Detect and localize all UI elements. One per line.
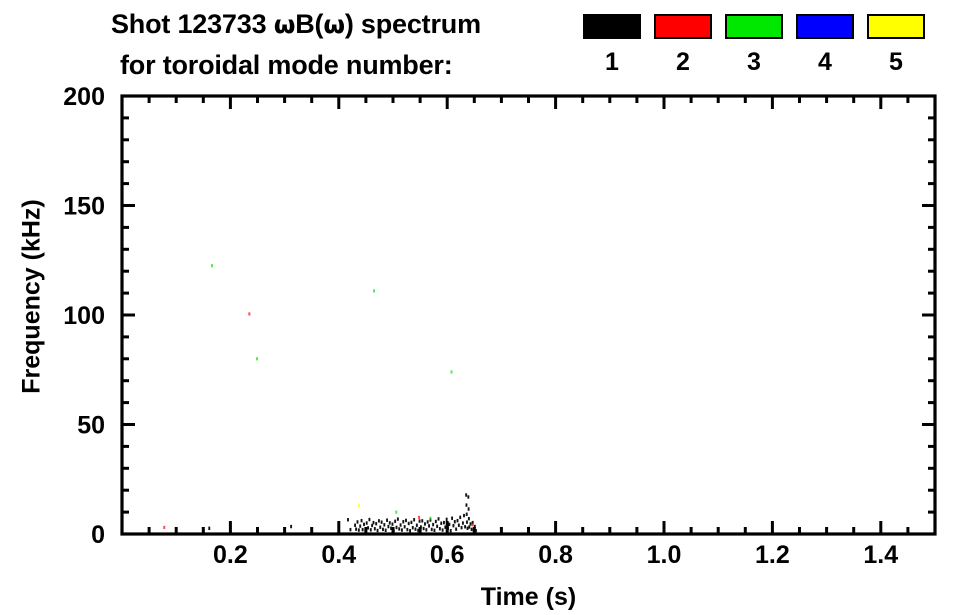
figure-title-line-1: Shot 123733 ωB(ω) spectrum xyxy=(111,9,481,40)
legend-entry-3[interactable]: 3 xyxy=(725,14,785,90)
figure-title-line-2: for toroidal mode number: xyxy=(120,50,453,80)
svg-text:0.4: 0.4 xyxy=(321,541,356,569)
svg-text:1.2: 1.2 xyxy=(755,541,790,569)
legend-entry-4[interactable]: 4 xyxy=(796,14,856,90)
title-mid: B( xyxy=(295,9,324,39)
data-points xyxy=(163,264,477,533)
axis-ticks xyxy=(120,94,937,536)
x-axis-label: Time (s) xyxy=(480,583,577,611)
svg-text:1.0: 1.0 xyxy=(647,541,682,569)
legend-swatch-mode-4 xyxy=(796,14,854,39)
svg-text:150: 150 xyxy=(63,193,105,221)
legend-entry-5[interactable]: 5 xyxy=(867,14,927,90)
legend-label-mode-3: 3 xyxy=(747,48,761,76)
omega-symbol-1: ω xyxy=(273,10,296,39)
svg-text:0.8: 0.8 xyxy=(538,541,573,569)
legend-label-mode-2: 2 xyxy=(676,48,690,76)
svg-text:50: 50 xyxy=(77,412,105,440)
legend-swatch-mode-3 xyxy=(725,14,783,39)
svg-text:100: 100 xyxy=(63,302,105,330)
legend-label-mode-1: 1 xyxy=(605,48,619,76)
legend-label-mode-4: 4 xyxy=(818,48,832,76)
svg-text:0: 0 xyxy=(91,521,105,549)
axis-tick-labels: 0.2 0.4 0.6 0.8 1.0 1.2 1.4 0 50 100 150 200 xyxy=(63,83,898,569)
svg-text:200: 200 xyxy=(63,83,105,111)
omega-symbol-2: ω xyxy=(323,10,345,39)
svg-text:0.2: 0.2 xyxy=(213,541,248,569)
legend-label-mode-5: 5 xyxy=(889,48,903,76)
title-suffix: ) spectrum xyxy=(344,9,481,39)
legend: 1 2 3 4 5 xyxy=(583,14,953,90)
svg-text:1.4: 1.4 xyxy=(863,541,898,569)
legend-swatch-mode-2 xyxy=(654,14,712,39)
legend-swatch-mode-1 xyxy=(583,14,641,39)
figure-header: Shot 123733 ωB(ω) spectrum for toroidal … xyxy=(0,0,963,92)
legend-swatch-mode-5 xyxy=(867,14,925,39)
title-prefix: Shot 123733 xyxy=(111,9,274,39)
axis-frame xyxy=(120,94,937,536)
legend-entry-2[interactable]: 2 xyxy=(654,14,714,90)
y-axis-label: Frequency (kHz) xyxy=(17,199,46,394)
legend-entry-1[interactable]: 1 xyxy=(583,14,643,90)
svg-text:0.6: 0.6 xyxy=(430,541,465,569)
